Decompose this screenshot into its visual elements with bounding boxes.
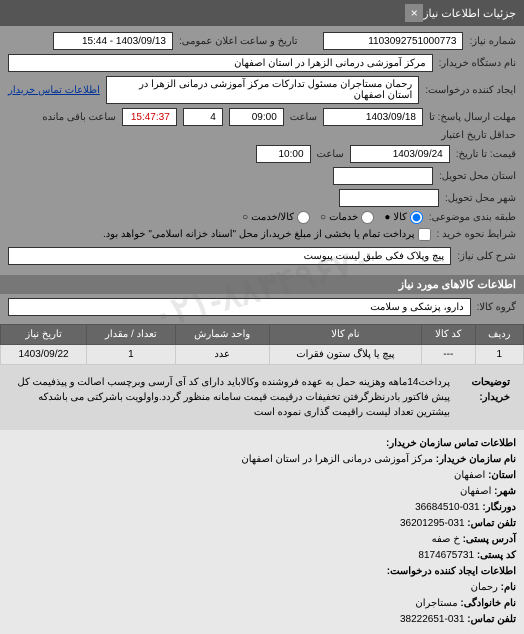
validity-label: حداقل تاریخ اعتبار [441,130,516,141]
address-value: خ صفه [432,534,460,545]
col-code: کد کالا [421,325,475,345]
group-label: گروه کالا: [477,302,516,313]
dialog-title: جزئیات اطلاعات نیاز [423,7,516,20]
radio-kala-khadamat-label: کالا/خدمت [251,212,294,223]
cell-code: --- [421,345,475,365]
buyer-org-label: نام دستگاه خریدار: [439,58,516,69]
req-name-value: رحمان [471,582,498,593]
desc-title-value: پیچ وپلاک فکی طبق لیست پیوست [8,247,451,265]
items-table-container: ردیف کد کالا نام کالا واحد شمارش تعداد /… [0,324,524,365]
org-name-value: مرکز آموزشی درمانی الزهرا در استان اصفها… [241,454,433,465]
announce-label: تاریخ و ساعت اعلان عمومی: [179,36,298,47]
radio-kala-label: کالا [393,212,407,223]
table-row: 1 --- پیچ یا پلاگ ستون فقرات عدد 1 1403/… [1,345,524,365]
fax-value: 031-36684510 [415,502,480,513]
deadline-time: 09:00 [229,108,284,126]
city-label: شهر: [494,486,516,497]
req-lastname-label: نام خانوادگی: [460,598,516,609]
req-name-label: نام: [501,582,516,593]
items-section-title: اطلاعات کالاهای مورد نیاز [0,275,524,294]
cell-unit: عدد [175,345,269,365]
col-date: تاریخ نیاز [1,325,87,345]
packaging-radio-group: کالا ● خدمات ○ کالا/خدمت ○ [242,211,423,224]
payment-checkbox-input[interactable] [418,228,431,241]
req-lastname-value: مستاجران [415,598,457,609]
cell-row-num: 1 [475,345,523,365]
deadline-label: مهلت ارسال پاسخ: تا [429,112,516,123]
contact-link[interactable]: اطلاعات تماس خریدار [8,85,100,96]
city-value: اصفهان [460,486,491,497]
req-phone-value: 031-38222651 [400,614,465,625]
price-until-time-label: ساعت [317,149,344,160]
days-remaining: 4 [183,108,223,126]
time-remaining: 15:47:37 [122,108,177,126]
radio-khadamat[interactable]: خدمات ○ [320,211,374,224]
deadline-time-label: ساعت [290,112,317,123]
table-header-row: ردیف کد کالا نام کالا واحد شمارش تعداد /… [1,325,524,345]
phone-value: 031-36201295 [400,518,465,529]
circle-icon: ○ [320,212,326,223]
col-name: نام کالا [269,325,421,345]
org-name-label: نام سازمان خریدار: [436,454,516,465]
contact-section: اطلاعات تماس سازمان خریدار: نام سازمان خ… [0,430,524,634]
desc-title-label: شرح کلی نیاز: [457,251,516,262]
delivery-city-value [339,189,439,207]
cell-name: پیچ یا پلاگ ستون فقرات [269,345,421,365]
contact-section-title: اطلاعات تماس سازمان خریدار: [386,438,516,449]
radio-kala[interactable]: کالا ● [384,211,423,224]
request-number-value: 1103092751000773 [323,32,463,50]
delivery-city-label: شهر محل تحویل: [445,193,516,204]
col-unit: واحد شمارش [175,325,269,345]
req-phone-label: تلفن تماس: [467,614,516,625]
cell-qty: 1 [87,345,175,365]
price-until-date: 1403/09/24 [350,145,450,163]
delivery-province-label: استان محل تحویل: [439,171,516,182]
buyer-notes-box: توضیحات خریدار: پرداخت14ماهه وهزینه حمل … [0,365,524,430]
col-row-num: ردیف [475,325,523,345]
packaging-label: طبقه بندی موضوعی: [429,212,516,223]
delivery-province-value [333,167,433,185]
price-until-time: 10:00 [256,145,311,163]
payment-label: شرایط نحوه خرید : [437,229,516,240]
payment-text: پرداخت تمام یا بخشی از مبلغ خرید،از محل … [103,229,415,240]
phone-label: تلفن تماس: [467,518,516,529]
form-section: شماره نیاز: 1103092751000773 تاریخ و ساع… [0,26,524,275]
province-value: اصفهان [454,470,485,481]
radio-khadamat-label: خدمات [329,212,358,223]
radio-kala-khadamat[interactable]: کالا/خدمت ○ [242,211,310,224]
deadline-date: 1403/09/18 [323,108,423,126]
items-table: ردیف کد کالا نام کالا واحد شمارش تعداد /… [0,324,524,365]
province-label: استان: [488,470,516,481]
price-until-label: قیمت: تا تاریخ: [456,149,516,160]
circle-icon: ○ [242,212,248,223]
requester-label: ایجاد کننده درخواست: [425,85,516,96]
dialog-header: جزئیات اطلاعات نیاز × [0,0,524,26]
circle-icon: ● [384,212,390,223]
group-value: دارو، پزشکی و سلامت [8,298,471,316]
buyer-notes-label: توضیحات خریدار: [472,377,510,403]
requester-section-title: اطلاعات ایجاد کننده درخواست: [387,566,516,577]
remaining-label: ساعت باقی مانده [42,112,115,123]
cell-date: 1403/09/22 [1,345,87,365]
radio-kala-input[interactable] [410,211,423,224]
radio-kala-khadamat-input[interactable] [297,211,310,224]
request-number-label: شماره نیاز: [469,36,516,47]
col-qty: تعداد / مقدار [87,325,175,345]
fax-label: دورنگار: [482,502,516,513]
requester-value: رحمان مستاجران مسئول تدارکات مرکز آموزشی… [106,76,419,104]
payment-checkbox[interactable]: پرداخت تمام یا بخشی از مبلغ خرید،از محل … [103,228,431,241]
radio-khadamat-input[interactable] [361,211,374,224]
announce-value: 1403/09/13 - 15:44 [53,32,173,50]
buyer-notes-text: پرداخت14ماهه وهزینه حمل به عهده فروشنده … [17,377,450,418]
close-button[interactable]: × [405,4,423,22]
address-label: آدرس پستی: [463,534,516,545]
postal-label: کد پستی: [477,550,516,561]
postal-value: 8174675731 [418,550,474,561]
buyer-org-value: مرکز آموزشی درمانی الزهرا در استان اصفها… [8,54,433,72]
